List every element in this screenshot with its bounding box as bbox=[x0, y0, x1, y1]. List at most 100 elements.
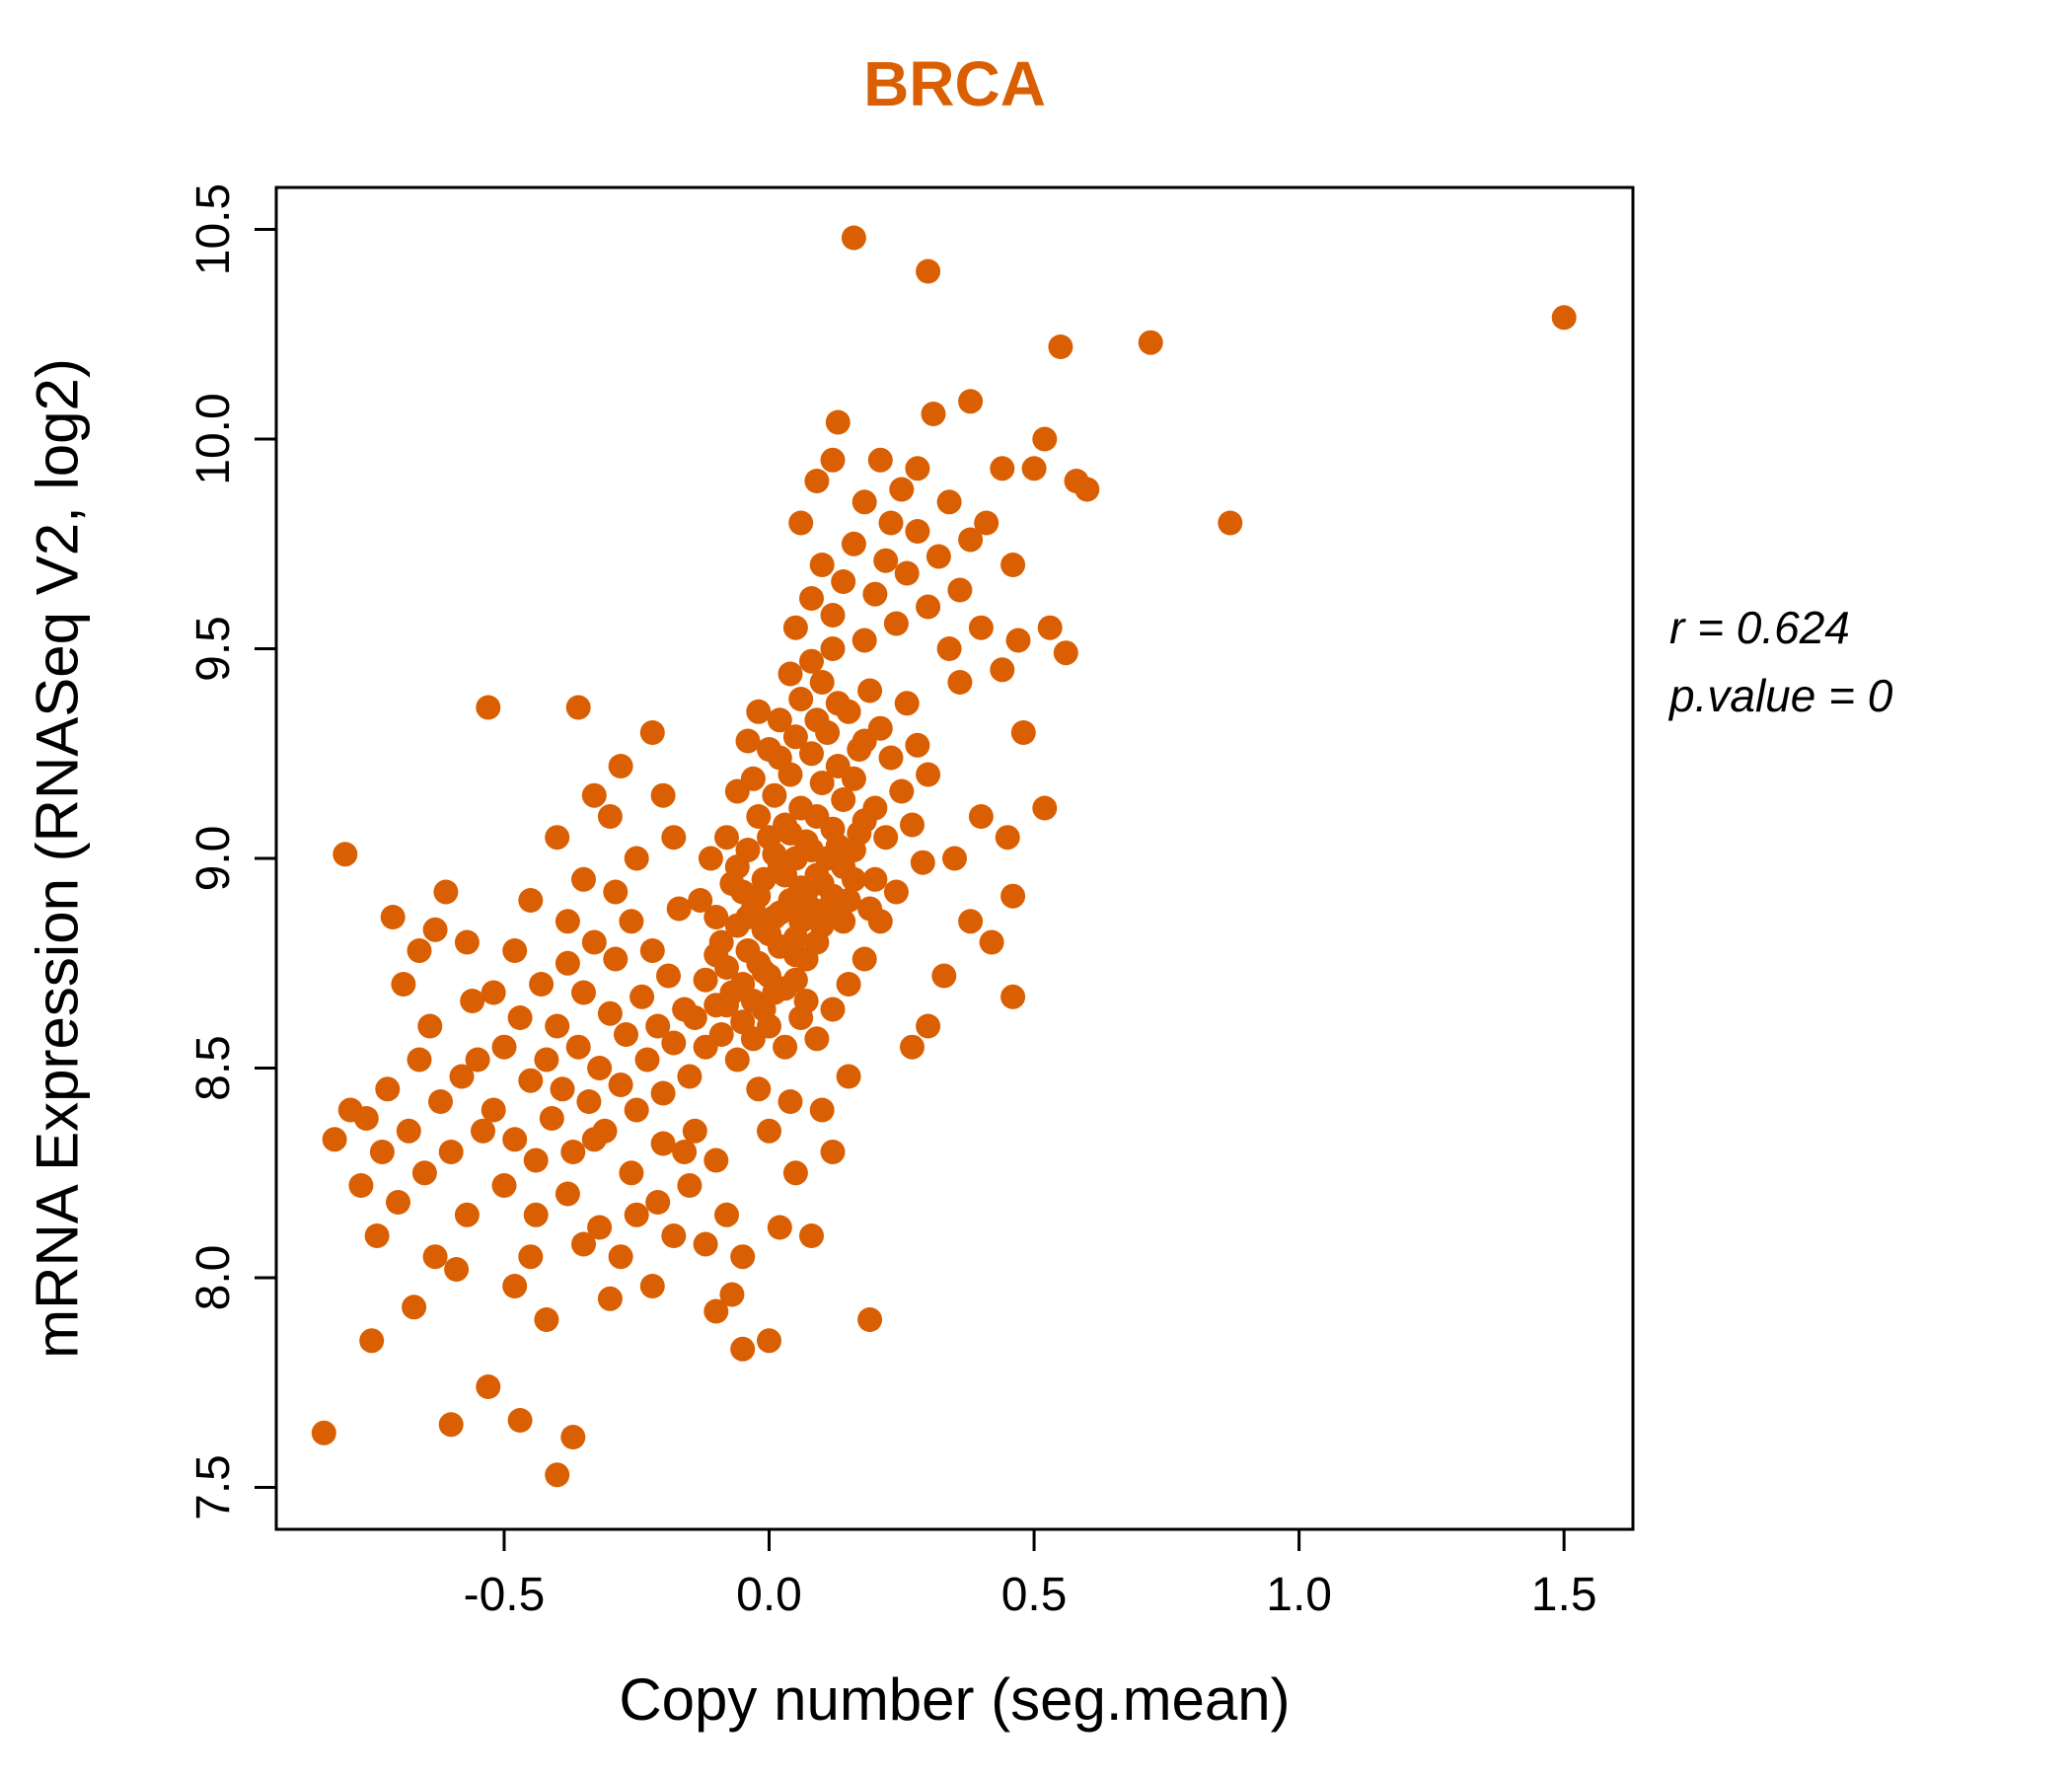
data-point bbox=[502, 1127, 528, 1152]
data-point bbox=[730, 1336, 756, 1362]
data-point bbox=[703, 1298, 729, 1324]
data-point bbox=[438, 1140, 464, 1164]
data-point bbox=[380, 905, 406, 929]
data-point bbox=[518, 1244, 544, 1270]
data-point bbox=[703, 942, 729, 968]
data-point bbox=[724, 1047, 750, 1073]
data-point bbox=[883, 879, 909, 905]
data-point bbox=[878, 745, 904, 771]
data-point bbox=[476, 1374, 501, 1399]
data-point bbox=[502, 1274, 528, 1298]
data-point bbox=[614, 1022, 638, 1047]
data-point bbox=[555, 909, 580, 934]
data-point bbox=[422, 1244, 448, 1270]
data-point bbox=[809, 1097, 835, 1123]
data-point bbox=[925, 544, 951, 569]
data-point bbox=[851, 489, 877, 515]
data-point bbox=[703, 1147, 729, 1173]
data-point bbox=[916, 762, 941, 787]
data-point bbox=[831, 909, 856, 934]
data-point bbox=[322, 1127, 347, 1152]
data-point bbox=[698, 846, 723, 871]
data-point bbox=[746, 699, 772, 724]
data-point bbox=[867, 909, 893, 934]
data-point bbox=[677, 1064, 703, 1089]
data-point bbox=[714, 993, 739, 1018]
data-point bbox=[799, 1223, 824, 1248]
data-point bbox=[703, 905, 729, 929]
data-point bbox=[773, 1034, 798, 1060]
data-point bbox=[773, 862, 798, 888]
data-point bbox=[809, 553, 835, 577]
data-point bbox=[481, 1097, 506, 1123]
data-point bbox=[597, 1286, 623, 1311]
data-point bbox=[751, 959, 777, 985]
data-point bbox=[534, 1307, 559, 1332]
data-point bbox=[407, 938, 432, 963]
data-point bbox=[576, 1089, 602, 1114]
data-point bbox=[433, 879, 459, 905]
data-point bbox=[793, 879, 819, 905]
data-point bbox=[471, 1118, 495, 1144]
data-point bbox=[677, 1173, 703, 1198]
data-point bbox=[639, 720, 665, 745]
data-point bbox=[788, 909, 814, 934]
data-point bbox=[730, 1009, 756, 1035]
data-point bbox=[438, 1412, 464, 1438]
data-point bbox=[730, 1244, 756, 1270]
y-tick-label: 10.0 bbox=[187, 393, 240, 484]
data-point bbox=[841, 225, 866, 251]
data-point bbox=[820, 636, 846, 661]
data-point bbox=[581, 1127, 607, 1152]
data-point bbox=[682, 1118, 707, 1144]
data-point bbox=[735, 905, 761, 929]
data-point bbox=[857, 1307, 883, 1332]
data-point bbox=[661, 1223, 687, 1248]
data-point bbox=[1000, 984, 1026, 1009]
data-point bbox=[900, 1034, 925, 1060]
data-point bbox=[545, 1013, 570, 1039]
data-point bbox=[995, 825, 1020, 851]
data-point bbox=[788, 510, 814, 536]
data-point bbox=[523, 1202, 549, 1227]
data-point bbox=[782, 942, 808, 968]
data-point bbox=[916, 1013, 941, 1039]
data-point bbox=[804, 929, 830, 955]
data-point bbox=[777, 1089, 803, 1114]
data-point bbox=[921, 402, 946, 426]
data-point bbox=[799, 741, 824, 767]
data-point bbox=[565, 695, 591, 720]
data-point bbox=[407, 1047, 432, 1073]
data-point bbox=[931, 963, 957, 989]
y-tick-label: 9.0 bbox=[187, 826, 240, 892]
data-point bbox=[402, 1295, 427, 1320]
data-point bbox=[820, 997, 846, 1022]
data-point bbox=[491, 1173, 517, 1198]
data-point bbox=[883, 611, 909, 636]
data-point bbox=[990, 657, 1015, 683]
data-point bbox=[359, 1328, 385, 1354]
data-point bbox=[793, 989, 819, 1013]
data-point bbox=[862, 581, 888, 607]
data-point bbox=[1551, 305, 1577, 331]
data-point bbox=[714, 1202, 739, 1227]
data-point bbox=[782, 967, 808, 993]
data-point bbox=[767, 1215, 792, 1240]
data-point bbox=[762, 842, 787, 867]
data-point bbox=[634, 1047, 660, 1073]
data-point bbox=[656, 963, 681, 989]
data-point bbox=[1021, 456, 1047, 481]
data-point bbox=[693, 1231, 718, 1257]
y-tick-label: 7.5 bbox=[187, 1454, 240, 1520]
data-point bbox=[650, 1131, 676, 1156]
data-point bbox=[820, 603, 846, 628]
data-point bbox=[905, 732, 930, 758]
data-point bbox=[518, 888, 544, 913]
data-point bbox=[476, 695, 501, 720]
y-tick-label: 8.0 bbox=[187, 1245, 240, 1311]
data-point bbox=[523, 1147, 549, 1173]
x-tick-label: 1.5 bbox=[1531, 1569, 1597, 1621]
data-point bbox=[958, 909, 984, 934]
data-point bbox=[916, 259, 941, 284]
